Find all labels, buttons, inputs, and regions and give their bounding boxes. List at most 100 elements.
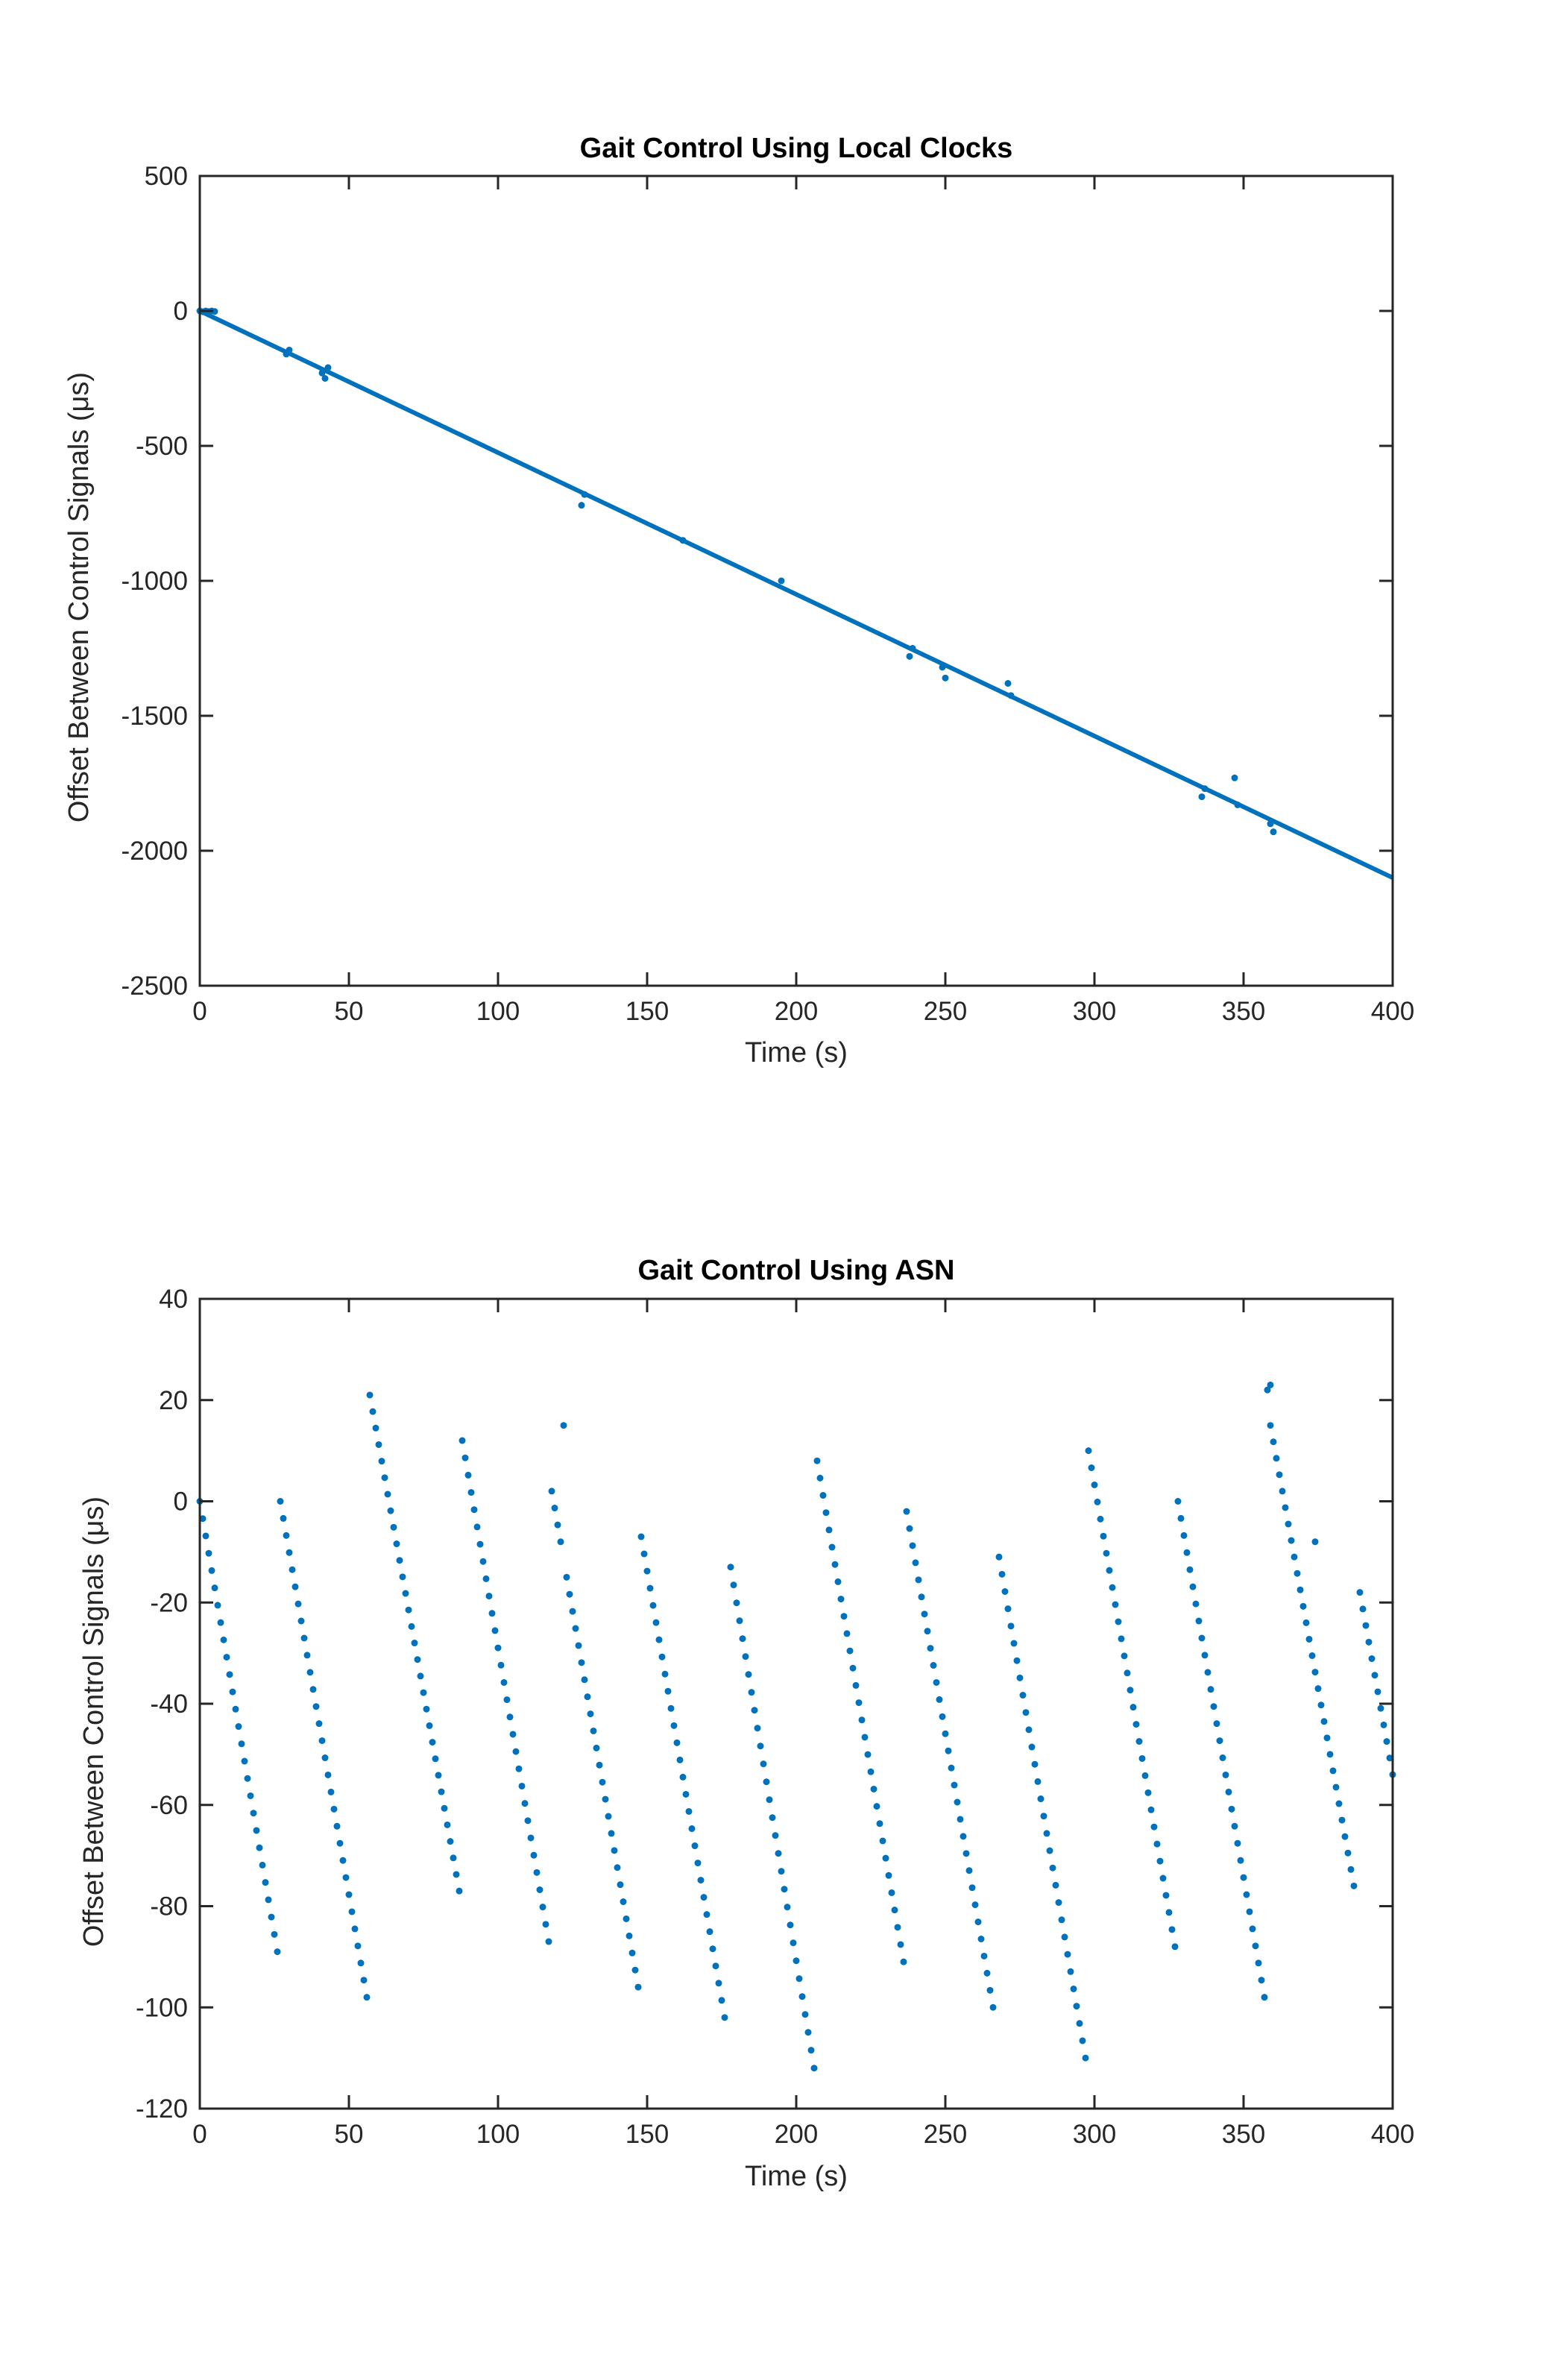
data-point <box>226 1671 233 1678</box>
data-point <box>1380 1721 1387 1728</box>
data-point <box>1067 1968 1074 1975</box>
data-point <box>813 1457 821 1464</box>
data-point <box>1270 828 1277 836</box>
data-point <box>453 1871 460 1878</box>
data-point <box>1371 1672 1379 1679</box>
data-point <box>1124 1669 1131 1677</box>
data-point <box>1040 1813 1047 1820</box>
data-point <box>1302 1619 1310 1626</box>
data-point <box>858 1716 866 1724</box>
data-point <box>1210 1703 1217 1710</box>
data-point <box>646 1584 654 1592</box>
data-point <box>715 1980 722 1987</box>
data-point <box>563 1573 570 1581</box>
data-point <box>670 1722 678 1729</box>
data-point <box>1240 1874 1247 1881</box>
chart-local-clocks: Gait Control Using Local Clocks Time (s)… <box>63 133 1414 1068</box>
data-point <box>1043 1830 1050 1837</box>
data-point <box>1168 1926 1176 1933</box>
data-point <box>628 1949 636 1956</box>
data-point <box>1326 1751 1334 1758</box>
data-point <box>1231 1822 1238 1830</box>
data-point <box>1255 1959 1262 1967</box>
data-point <box>1347 1866 1355 1873</box>
data-point <box>1213 1720 1220 1728</box>
data-point <box>354 1942 362 1950</box>
data-point <box>730 1581 737 1589</box>
data-point <box>1186 1566 1194 1573</box>
data-point <box>1311 1669 1319 1676</box>
data-point <box>378 1458 385 1465</box>
data-point <box>673 1739 681 1746</box>
data-point <box>494 1644 502 1652</box>
data-point <box>372 1424 379 1432</box>
data-point <box>348 1908 356 1915</box>
data-point <box>500 1678 508 1686</box>
data-point <box>581 491 588 498</box>
data-point <box>1177 1514 1185 1522</box>
x-tick-label: 250 <box>924 2120 967 2149</box>
data-point <box>303 1652 311 1659</box>
x-tick-label: 300 <box>1073 2120 1116 2149</box>
data-point <box>1231 774 1238 781</box>
data-point <box>211 308 218 315</box>
data-point <box>1189 1583 1197 1590</box>
data-point <box>1001 1588 1009 1596</box>
data-point <box>816 1474 824 1482</box>
data-point <box>1037 1795 1045 1803</box>
data-point <box>1004 680 1012 687</box>
data-point <box>1305 1635 1313 1643</box>
data-point <box>1386 1754 1393 1762</box>
data-point <box>297 1617 305 1625</box>
data-point <box>658 1653 666 1660</box>
data-point <box>560 1422 567 1429</box>
data-point <box>778 1868 785 1875</box>
data-point <box>691 1842 699 1850</box>
data-point <box>306 1669 314 1676</box>
data-point <box>235 1723 242 1731</box>
data-point <box>476 1540 484 1548</box>
data-point <box>676 1756 684 1763</box>
data-point <box>1082 2054 1089 2062</box>
data-point <box>1061 1933 1068 1941</box>
data-point <box>679 1773 687 1781</box>
data-point <box>1010 1640 1018 1647</box>
data-point <box>957 1816 964 1823</box>
data-point <box>423 1705 430 1713</box>
data-point <box>283 1531 290 1539</box>
data-point <box>626 1932 633 1939</box>
data-point <box>1049 1864 1056 1871</box>
data-point <box>882 1854 889 1862</box>
data-point <box>366 1391 374 1399</box>
data-point <box>256 1844 263 1851</box>
y-axis-label: Offset Between Control Signals (μs) <box>63 372 95 822</box>
data-point <box>1016 1674 1024 1681</box>
data-point <box>980 1952 988 1959</box>
data-point <box>1344 1849 1352 1857</box>
y-tick-label: -40 <box>150 1690 188 1719</box>
data-point <box>1201 1652 1209 1659</box>
data-point <box>1317 1701 1325 1709</box>
data-point <box>491 1627 499 1634</box>
data-point <box>1299 1602 1307 1610</box>
data-point <box>557 1538 564 1546</box>
data-point <box>241 1757 248 1765</box>
data-point <box>357 1959 365 1967</box>
data-point <box>769 1814 776 1822</box>
data-point <box>414 1656 421 1663</box>
data-point <box>918 1593 925 1601</box>
data-point <box>1159 1874 1167 1882</box>
data-point <box>1270 1438 1277 1446</box>
data-marks <box>196 1381 1396 2072</box>
data-point <box>1150 1823 1158 1830</box>
data-point <box>685 1807 693 1815</box>
data-point <box>1138 1754 1146 1762</box>
data-point <box>1106 1567 1113 1574</box>
data-point <box>798 1993 806 2000</box>
x-axis-label: Time (s) <box>745 2161 848 2192</box>
data-point <box>247 1792 254 1799</box>
data-point <box>807 2047 815 2054</box>
data-point <box>289 1566 296 1573</box>
data-point <box>906 652 913 660</box>
data-point <box>790 1939 797 1947</box>
